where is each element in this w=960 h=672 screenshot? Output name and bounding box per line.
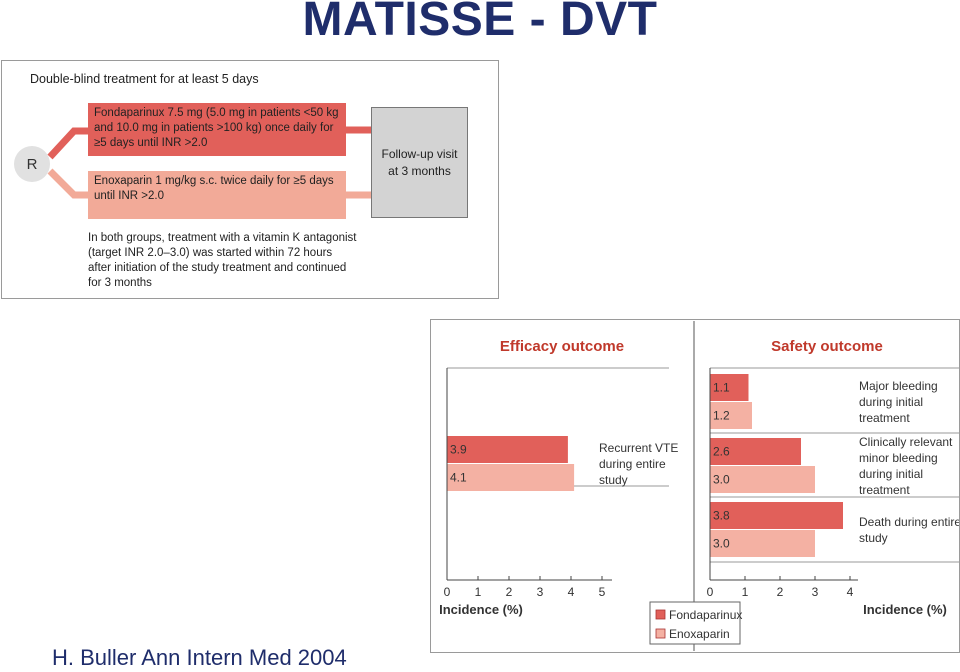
chart-title-1: Safety outcome	[771, 338, 883, 355]
bar-enoxaparin-0-0	[447, 464, 575, 491]
bar-value-label: 3.0	[713, 537, 730, 551]
arm-enoxaparin-box: Enoxaparin 1 mg/kg s.c. twice daily for …	[88, 171, 346, 219]
bar-enoxaparin-1-2	[710, 530, 815, 557]
bar-value-label: 3.0	[713, 473, 730, 487]
connector-fondaparinux	[47, 127, 88, 160]
citation: H. Buller Ann Intern Med 2004	[52, 645, 347, 670]
chart-title-0: Efficacy outcome	[500, 338, 624, 355]
bar-value-label: 2.6	[713, 445, 730, 459]
bar-fondaparinux-1-2	[710, 502, 843, 529]
x-tick-label: 3	[537, 585, 544, 599]
bar-value-label: 3.8	[713, 509, 730, 523]
x-tick-label: 4	[568, 585, 575, 599]
arm-fondaparinux-box: Fondaparinux 7.5 mg (5.0 mg in patients …	[88, 103, 346, 156]
x-tick-label: 0	[707, 585, 714, 599]
followup-box: Follow-up visit at 3 months	[371, 107, 468, 218]
bar-enoxaparin-1-1	[710, 466, 815, 493]
design-note: In both groups, treatment with a vitamin…	[88, 232, 357, 289]
legend-label-fondaparinux: Fondaparinux	[669, 608, 742, 622]
x-tick-label: 2	[506, 585, 513, 599]
legend-swatch-enoxaparin	[655, 628, 666, 639]
x-tick-label: 1	[475, 585, 482, 599]
legend-swatch-fondaparinux	[655, 609, 666, 620]
legend-label-enoxaparin: Enoxaparin	[669, 627, 730, 641]
x-tick-label: 5	[599, 585, 606, 599]
x-tick-label: 3	[812, 585, 819, 599]
x-tick-label: 1	[742, 585, 749, 599]
study-design-diagram: Double-blind treatment for at least 5 da…	[1, 60, 499, 299]
x-axis-label: Incidence (%)	[863, 602, 947, 617]
design-header: Double-blind treatment for at least 5 da…	[30, 72, 259, 86]
bar-value-label: 1.2	[713, 409, 730, 423]
results-panel: Efficacy outcome 3.9 4.1 Recurrent VTE durin…	[430, 319, 960, 653]
bar-fondaparinux-0-0	[447, 436, 568, 463]
bar-value-label: 1.1	[713, 381, 730, 395]
arm-connectors	[47, 126, 371, 199]
bar-fondaparinux-1-0	[710, 374, 749, 401]
category-label: Major bleeding during initial treatment	[859, 379, 938, 425]
x-tick-label: 4	[847, 585, 854, 599]
x-tick-label: 2	[777, 585, 784, 599]
bar-value-label: 3.9	[450, 443, 467, 457]
bar-enoxaparin-1-0	[710, 402, 752, 429]
connector-enoxaparin	[47, 168, 88, 199]
bar-fondaparinux-1-1	[710, 438, 801, 465]
category-label: Recurrent VTE during entire study	[599, 441, 678, 487]
category-label: Clinically relevant minor bleeding during …	[859, 435, 953, 497]
x-tick-label: 0	[444, 585, 451, 599]
page-title: MATISSE - DVT	[302, 0, 658, 46]
results-charts: Efficacy outcome 3.9 4.1 Recurrent VTE durin…	[439, 321, 959, 651]
bar-value-label: 4.1	[450, 471, 467, 485]
randomization-circle: R	[14, 146, 50, 182]
category-label: Death during entire study	[859, 515, 959, 545]
x-axis-label: Incidence (%)	[439, 602, 523, 617]
